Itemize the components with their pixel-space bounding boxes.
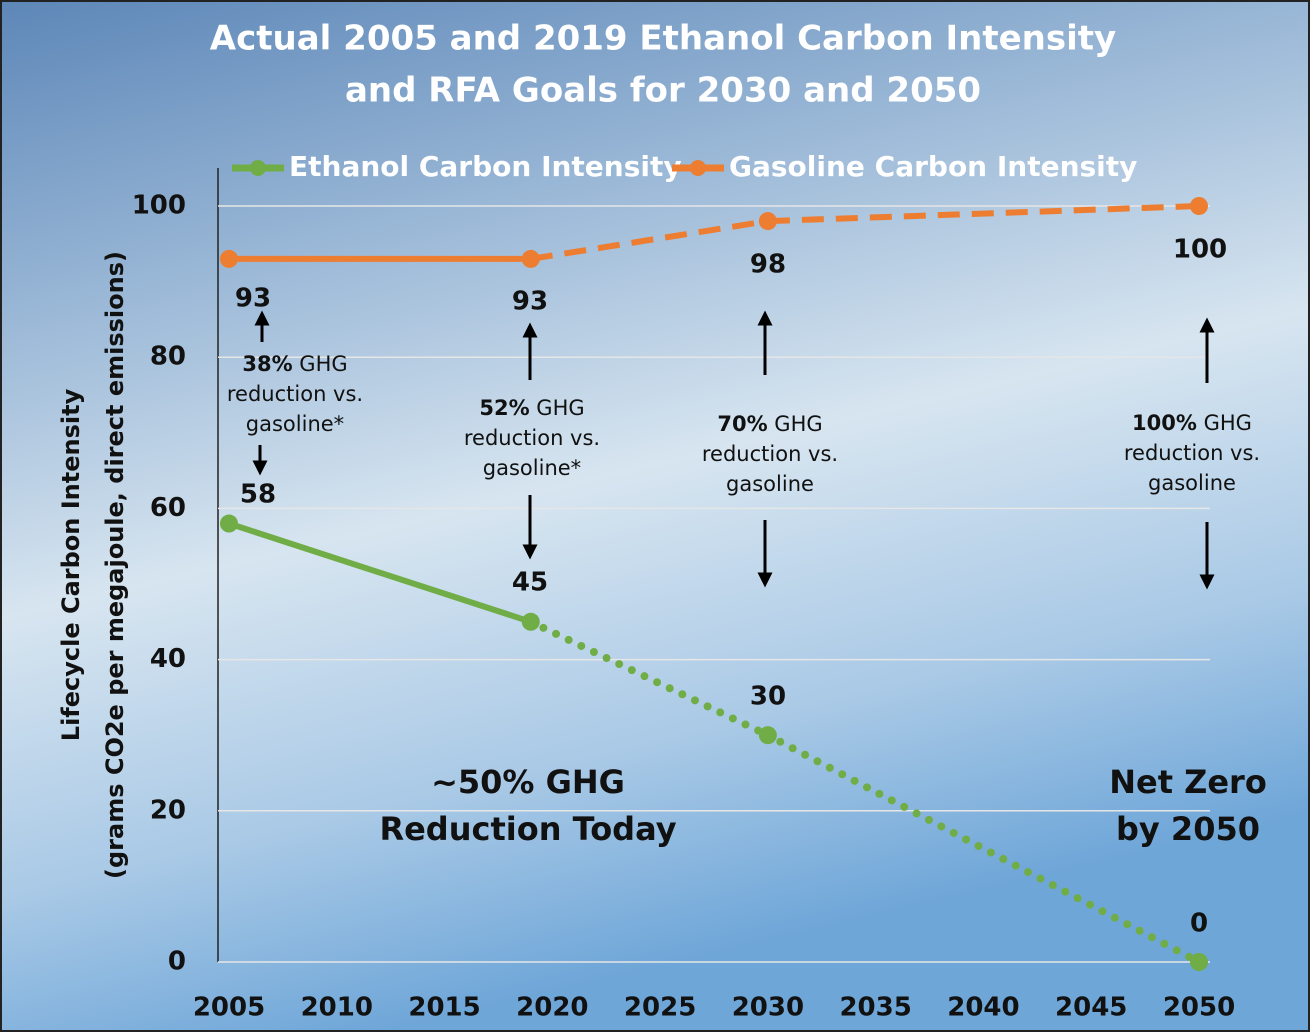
annotation-bold: 70% <box>717 412 767 436</box>
data-point <box>1190 953 1208 971</box>
annotation: gasoline* <box>246 412 344 436</box>
annotation-text: reduction vs. <box>1124 441 1260 465</box>
annotation-bold: 38% <box>242 352 292 376</box>
annotation-bold: 52% <box>479 396 529 420</box>
legend-marker <box>690 160 706 176</box>
annotation-text: GHG <box>530 396 585 420</box>
legend-item: Ethanol Carbon Intensity <box>232 150 682 183</box>
x-tick-label: 2010 <box>301 993 373 1023</box>
legend-marker <box>250 160 266 176</box>
y-axis-label: (grams CO2e per megajoule, direct emissi… <box>101 251 129 879</box>
x-tick-label: 2025 <box>624 993 696 1023</box>
data-point <box>220 250 238 268</box>
annotation: 100% GHG <box>1132 411 1252 435</box>
x-tick-label: 2040 <box>947 993 1019 1023</box>
data-point <box>522 250 540 268</box>
annotation: reduction vs. <box>1124 441 1260 465</box>
data-label: 98 <box>750 250 786 280</box>
annotation: 70% GHG <box>717 412 822 436</box>
chart: Actual 2005 and 2019 Ethanol Carbon Inte… <box>0 0 1310 1032</box>
data-label: 58 <box>240 480 276 510</box>
data-point <box>759 212 777 230</box>
data-label: 100 <box>1173 235 1227 265</box>
data-label: 45 <box>512 568 548 598</box>
callout: ~50% GHG <box>431 763 625 801</box>
callout: Net Zero <box>1109 763 1267 801</box>
annotation-text: reduction vs. <box>227 382 363 406</box>
annotation-bold: 100% <box>1132 411 1197 435</box>
data-point <box>220 515 238 533</box>
annotation-text: gasoline <box>1148 471 1236 495</box>
x-tick-label: 2030 <box>732 993 804 1023</box>
chart-title: and RFA Goals for 2030 and 2050 <box>345 71 981 111</box>
annotation: reduction vs. <box>464 426 600 450</box>
chart-title: Actual 2005 and 2019 Ethanol Carbon Inte… <box>210 19 1116 59</box>
annotation-text: gasoline <box>726 472 814 496</box>
callout: by 2050 <box>1116 810 1260 848</box>
y-tick-label: 20 <box>150 795 186 825</box>
annotation: 52% GHG <box>479 396 584 420</box>
data-label: 30 <box>750 682 786 712</box>
y-axis-label: Lifecycle Carbon Intensity <box>57 388 85 741</box>
legend-label: Ethanol Carbon Intensity <box>289 150 682 183</box>
y-tick-label: 100 <box>132 191 186 221</box>
legend-label: Gasoline Carbon Intensity <box>729 150 1137 183</box>
x-tick-label: 2005 <box>193 993 265 1023</box>
y-tick-label: 0 <box>168 947 186 977</box>
annotation-text: GHG <box>768 412 823 436</box>
annotation-text: GHG <box>293 352 348 376</box>
annotation: gasoline* <box>483 456 581 480</box>
x-tick-label: 2020 <box>516 993 588 1023</box>
y-tick-label: 40 <box>150 644 186 674</box>
data-point <box>1190 197 1208 215</box>
annotation-text: gasoline* <box>483 456 581 480</box>
annotation: 38% GHG <box>242 352 347 376</box>
data-label: 0 <box>1190 909 1208 939</box>
annotation-text: gasoline* <box>246 412 344 436</box>
annotation: reduction vs. <box>227 382 363 406</box>
annotation-text: GHG <box>1197 411 1252 435</box>
data-point <box>522 613 540 631</box>
annotation-text: reduction vs. <box>464 426 600 450</box>
annotation: gasoline <box>1148 471 1236 495</box>
x-tick-label: 2050 <box>1163 993 1235 1023</box>
callout: Reduction Today <box>379 810 676 848</box>
y-tick-label: 80 <box>150 342 186 372</box>
legend-item: Gasoline Carbon Intensity <box>672 150 1137 183</box>
x-tick-label: 2015 <box>408 993 480 1023</box>
data-label: 93 <box>512 287 548 317</box>
x-tick-label: 2045 <box>1055 993 1127 1023</box>
annotation-text: reduction vs. <box>702 442 838 466</box>
data-label: 93 <box>235 284 271 314</box>
annotation: gasoline <box>726 472 814 496</box>
x-tick-label: 2035 <box>839 993 911 1023</box>
page: Actual 2005 and 2019 Ethanol Carbon Inte… <box>0 0 1310 1036</box>
annotation: reduction vs. <box>702 442 838 466</box>
y-tick-label: 60 <box>150 493 186 523</box>
data-point <box>759 726 777 744</box>
